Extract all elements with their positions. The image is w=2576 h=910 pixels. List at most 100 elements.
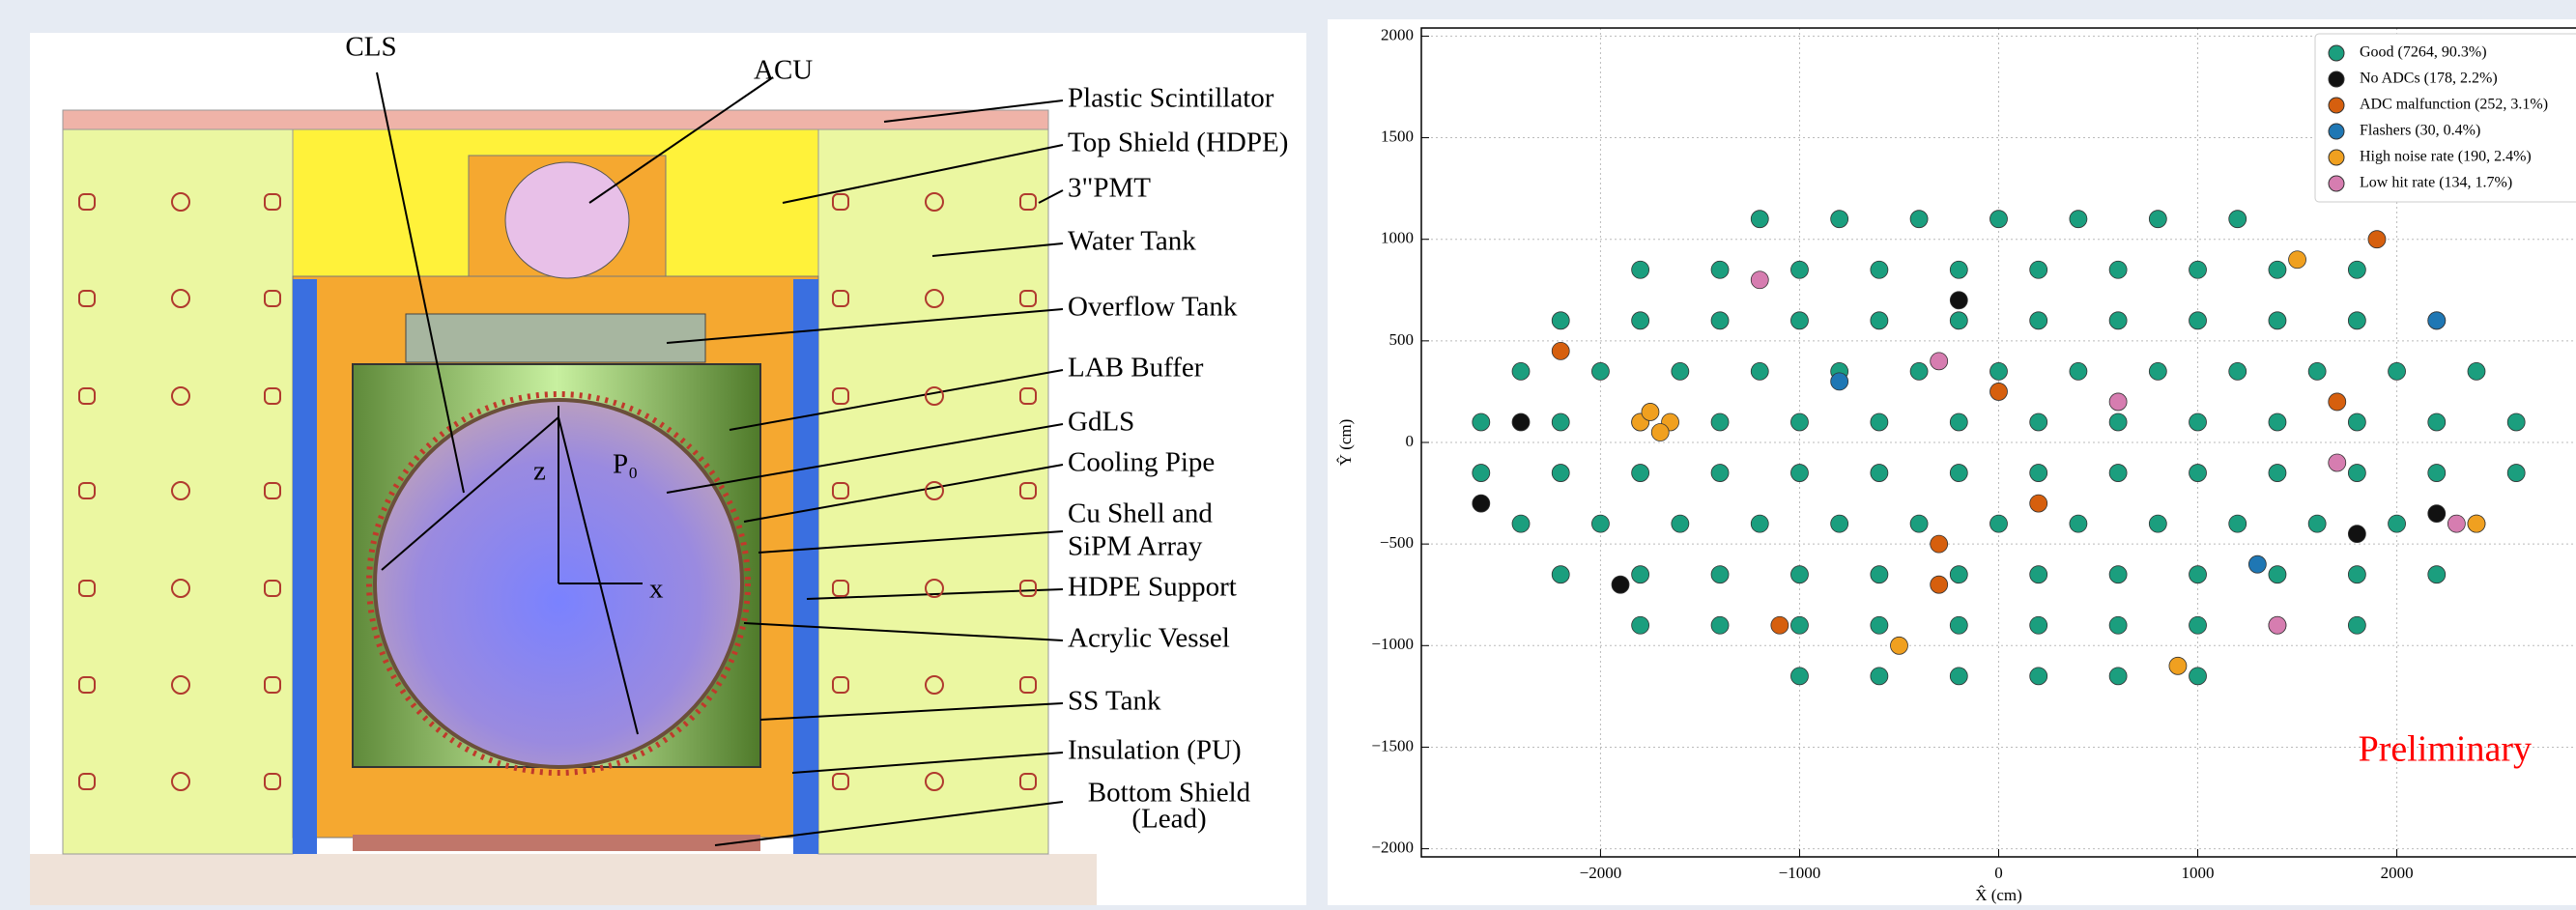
point (2348, 465, 2365, 482)
point (2348, 526, 2365, 543)
point (2428, 566, 2446, 583)
point (2030, 413, 2047, 431)
point (1950, 413, 1967, 431)
point (2348, 261, 2365, 278)
acu (505, 162, 629, 278)
axis-label: x (649, 574, 664, 605)
point (1990, 383, 2008, 400)
point (1711, 413, 1729, 431)
y-tick-label: 500 (1389, 330, 1415, 349)
point (2190, 465, 2207, 482)
point (1831, 211, 1848, 228)
point (1831, 515, 1848, 532)
label: CLS (345, 32, 396, 63)
point (2368, 231, 2386, 248)
x-tick-label: −1000 (1779, 864, 1821, 882)
point (2428, 505, 2446, 523)
point (1512, 362, 1530, 380)
point (2190, 668, 2207, 685)
point (2348, 566, 2365, 583)
point (1552, 312, 1569, 329)
point (1672, 515, 1689, 532)
point (2030, 668, 2047, 685)
point (1990, 362, 2008, 380)
x-tick-label: −2000 (1580, 864, 1622, 882)
y-tick-label: 1500 (1381, 127, 1414, 145)
water-tank-left (63, 129, 293, 854)
point (1990, 211, 2008, 228)
point (1871, 465, 1888, 482)
point (2308, 515, 2326, 532)
y-axis-label: Ŷ (cm) (1336, 419, 1355, 467)
label: Water Tank (1068, 226, 1196, 257)
point (2269, 616, 2286, 634)
point (2348, 616, 2365, 634)
point (2149, 211, 2166, 228)
axis-label: z (533, 456, 546, 487)
point (1632, 616, 1649, 634)
point (2329, 454, 2346, 471)
point (1711, 616, 1729, 634)
label: Overflow Tank (1068, 292, 1238, 323)
point (1950, 465, 1967, 482)
point (1790, 413, 1808, 431)
y-tick-label: −1500 (1371, 736, 1414, 754)
point (2269, 566, 2286, 583)
point (2348, 312, 2365, 329)
point (1751, 211, 1768, 228)
point (1751, 362, 1768, 380)
point (2109, 261, 2127, 278)
point (1790, 566, 1808, 583)
label: Top Shield (HDPE) (1068, 128, 1288, 158)
point (1632, 261, 1649, 278)
legend-marker (2329, 45, 2344, 61)
point (2030, 312, 2047, 329)
legend-label: Good (7264, 90.3%) (2360, 44, 2487, 61)
point (1910, 211, 1928, 228)
point (1990, 515, 2008, 532)
label: ACU (754, 55, 813, 86)
legend-label: Flashers (30, 0.4%) (2360, 123, 2480, 139)
point (1871, 261, 1888, 278)
point (1790, 312, 1808, 329)
point (1931, 576, 1948, 593)
point (1711, 566, 1729, 583)
point (1831, 373, 1848, 390)
point (2248, 555, 2266, 573)
point (1931, 353, 1948, 370)
point (2109, 465, 2127, 482)
point (2428, 465, 2446, 482)
y-tick-label: 1000 (1381, 229, 1414, 247)
point (2428, 413, 2446, 431)
point (2070, 211, 2087, 228)
label: SiPM Array (1068, 531, 1203, 562)
point (1473, 413, 1490, 431)
label: Cu Shell and (1068, 498, 1213, 529)
point (2190, 616, 2207, 634)
point (1711, 465, 1729, 482)
point (1512, 413, 1530, 431)
point (1552, 566, 1569, 583)
point (1950, 616, 1967, 634)
point (2389, 515, 2406, 532)
point (2269, 261, 2286, 278)
point (1512, 515, 1530, 532)
y-tick-label: −500 (1380, 533, 1414, 552)
ground (30, 854, 1097, 905)
point (1672, 362, 1689, 380)
point (1632, 566, 1649, 583)
point (2468, 362, 2485, 380)
y-tick-label: −2000 (1371, 838, 1414, 856)
point (2269, 312, 2286, 329)
blue-wall (793, 279, 818, 854)
label: (Lead) (1131, 804, 1206, 835)
legend-label: ADC malfunction (252, 3.1%) (2360, 97, 2548, 113)
label: Cooling Pipe (1068, 447, 1215, 478)
point (1751, 515, 1768, 532)
annotation: Preliminary (2359, 729, 2532, 770)
legend-marker (2329, 150, 2344, 165)
point (2428, 312, 2446, 329)
blue-wall (293, 279, 317, 854)
legend-label: High noise rate (190, 2.4%) (2360, 149, 2532, 165)
point (1651, 423, 1669, 441)
